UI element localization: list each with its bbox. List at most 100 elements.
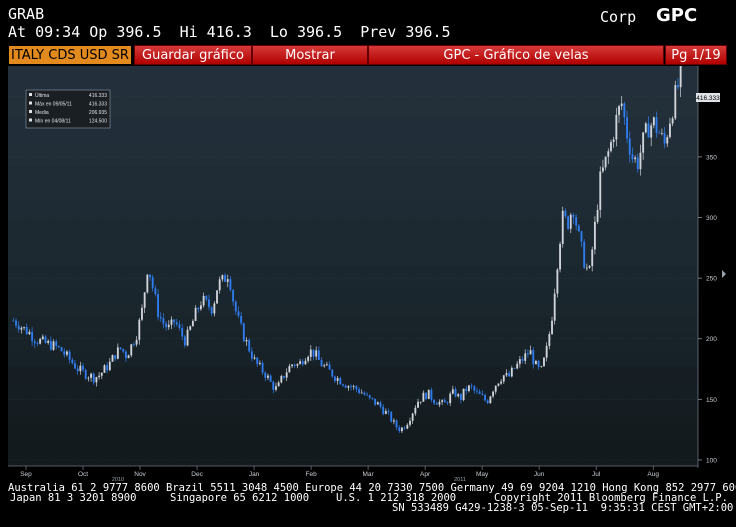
background-band	[8, 166, 698, 216]
candle-up	[639, 152, 642, 170]
x-axis: Sep Oct Nov Dec Jan Feb Mar Apr May Jun Jul Aug 2010…	[8, 465, 698, 481]
candle-up	[516, 363, 519, 369]
candle-down	[240, 315, 243, 324]
candle-up	[347, 386, 350, 388]
candle-down	[312, 349, 315, 357]
candlestick-chart[interactable]: 100150200250300350400 SepOctNovDecJanFeb…	[8, 66, 728, 481]
candle-down	[82, 365, 84, 370]
candle-down	[36, 343, 39, 345]
candle-up	[497, 383, 500, 386]
candle-up	[438, 401, 441, 405]
candle-down	[250, 351, 253, 359]
candle-up	[221, 275, 224, 280]
candle-down	[663, 132, 666, 144]
candle-down	[572, 214, 575, 218]
candle-down	[84, 369, 87, 379]
candle-down	[363, 392, 366, 395]
candle-up	[336, 378, 339, 381]
candle-up	[323, 365, 326, 367]
show-button[interactable]: Mostrar	[252, 45, 368, 65]
candle-up	[406, 424, 409, 429]
candle-up	[671, 118, 674, 124]
x-tick-label: May	[476, 471, 489, 478]
candle-down	[339, 378, 342, 385]
quote-line: At 09:34 Op 396.5 Hi 416.3 Lo 396.5 Prev…	[8, 23, 451, 41]
background-bands	[8, 66, 698, 466]
candle-down	[76, 368, 79, 372]
candle-up	[291, 364, 293, 367]
candle-down	[395, 420, 398, 428]
scroll-right-arrow[interactable]	[722, 270, 726, 278]
candle-down	[677, 85, 679, 88]
candle-down	[208, 299, 210, 308]
legend-value: 124.500	[89, 119, 107, 125]
candle-up	[277, 382, 280, 387]
security-field[interactable]: ITALY CDS USD SR	[8, 45, 132, 65]
legend-value: 206.935	[89, 110, 107, 116]
function-code: GPC	[656, 5, 698, 26]
candle-down	[382, 406, 385, 414]
candle-down	[647, 123, 650, 138]
candle-down	[435, 403, 438, 405]
yellow-key-corp: Corp	[600, 8, 637, 26]
candle-down	[63, 351, 66, 355]
candle-up	[593, 221, 596, 250]
candle-up	[200, 305, 202, 310]
candle-down	[425, 392, 427, 399]
candle-up	[352, 386, 355, 387]
background-band	[8, 366, 698, 416]
candle-up	[108, 361, 111, 371]
candle-up	[141, 307, 143, 320]
candle-down	[446, 402, 449, 404]
candle-up	[360, 392, 363, 394]
candle-down	[374, 398, 377, 405]
candle-up	[167, 324, 170, 328]
candle-up	[409, 420, 411, 425]
candle-up	[130, 344, 133, 356]
x-tick-label: Mar	[363, 471, 375, 478]
candle-down	[443, 400, 446, 403]
candle-down	[55, 341, 58, 346]
candle-up	[28, 331, 31, 335]
candle-down	[165, 323, 168, 328]
candle-down	[331, 369, 334, 377]
candle-up	[529, 350, 532, 355]
candle-up	[422, 392, 425, 402]
candle-up	[591, 249, 594, 267]
candle-down	[583, 241, 586, 268]
candle-up	[146, 274, 149, 293]
candle-down	[473, 386, 476, 391]
candle-up	[602, 167, 604, 172]
candle-up	[457, 394, 460, 397]
candle-down	[25, 327, 28, 335]
candle-up	[524, 353, 527, 361]
candle-down	[532, 350, 535, 365]
candle-down	[151, 277, 154, 289]
candle-up	[551, 320, 553, 335]
candle-up	[100, 372, 103, 376]
candle-up	[41, 336, 44, 340]
candle-up	[451, 389, 454, 394]
candle-down	[342, 384, 344, 386]
candle-up	[644, 123, 647, 133]
candle-up	[111, 355, 114, 362]
candle-down	[74, 363, 76, 369]
background-band	[8, 116, 698, 166]
candle-up	[325, 364, 328, 366]
candle-down	[60, 347, 63, 352]
candle-up	[307, 356, 310, 361]
candle-down	[433, 399, 436, 404]
candle-down	[159, 316, 162, 319]
candle-down	[577, 225, 580, 232]
candle-up	[143, 292, 146, 308]
contact-singapore: Singapore 65 6212 1000	[170, 492, 310, 504]
candle-down	[575, 217, 578, 226]
y-tick-label: 300	[706, 215, 717, 222]
candle-up	[245, 340, 248, 342]
page-indicator[interactable]: Pg 1/19	[665, 45, 727, 65]
legend-swatch	[29, 93, 32, 96]
candle-up	[612, 139, 615, 143]
candle-down	[269, 375, 272, 382]
candle-down	[17, 325, 20, 330]
save-chart-button[interactable]: Guardar gráfico	[134, 45, 252, 65]
